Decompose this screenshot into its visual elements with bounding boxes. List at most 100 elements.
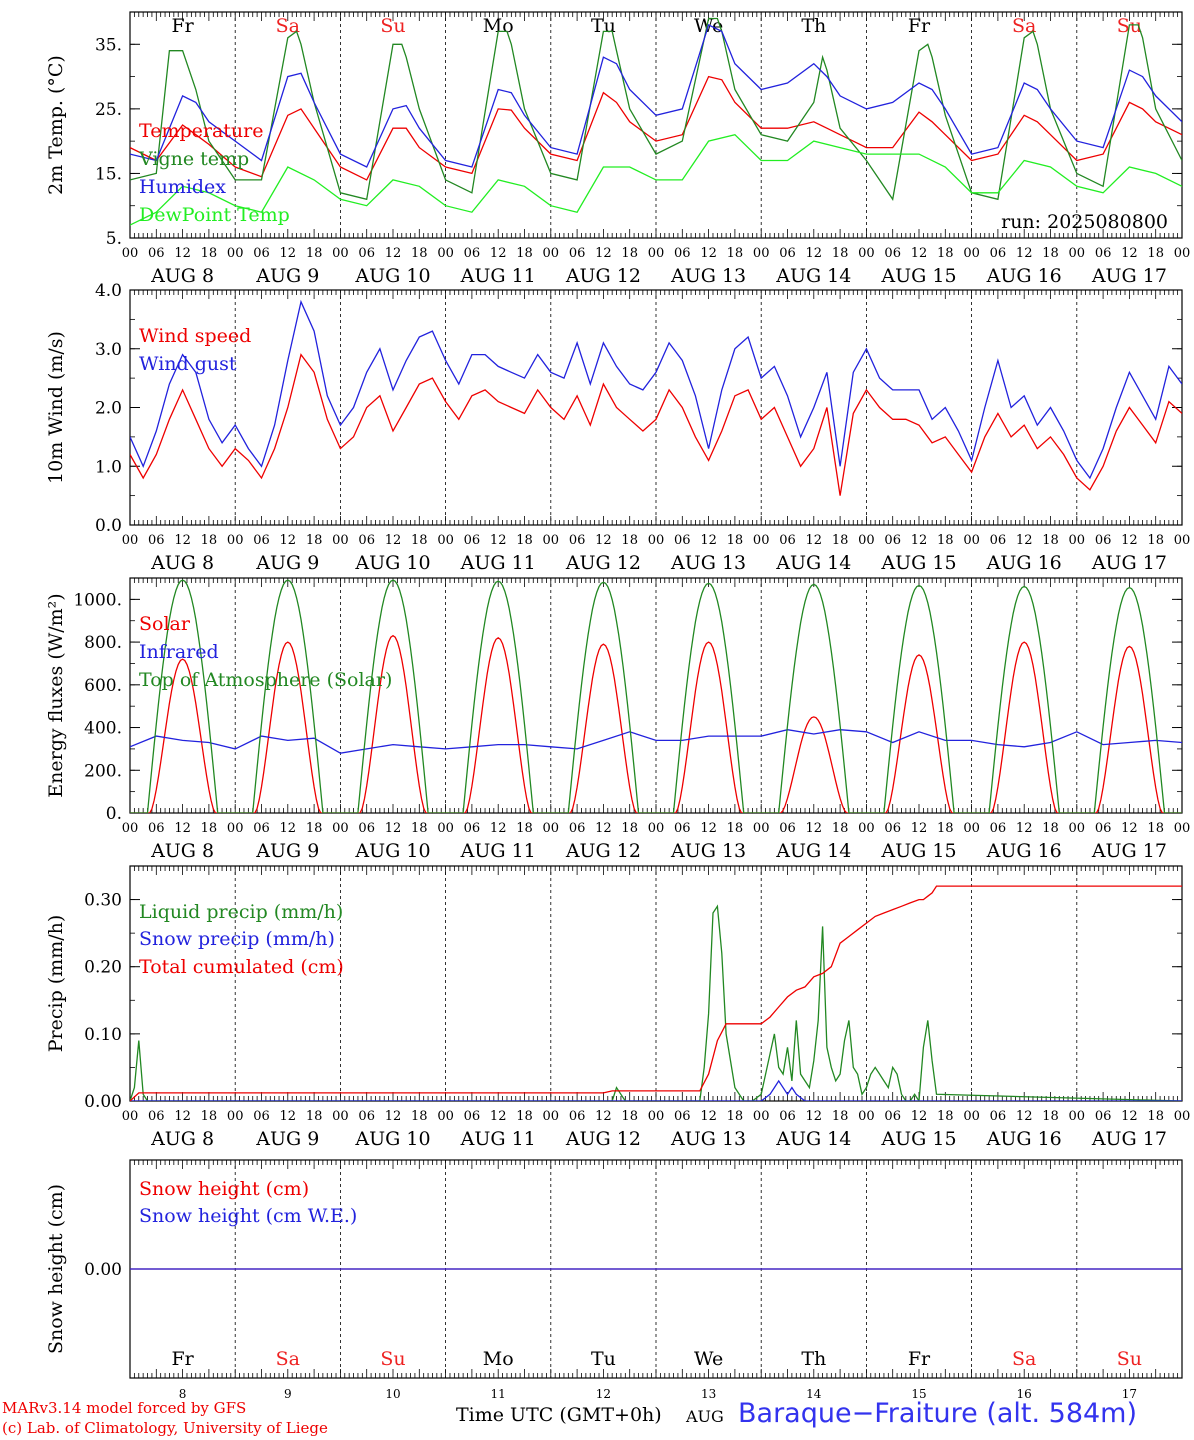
date-label: AUG 8 xyxy=(150,265,214,287)
date-label: 17 xyxy=(1122,1387,1137,1400)
hour-tick-label: 18 xyxy=(516,821,533,836)
hour-tick-label: 00 xyxy=(227,821,244,836)
series-line-temperature xyxy=(130,75,1182,181)
hour-tick-label: 00 xyxy=(648,246,665,261)
hour-tick-label: 18 xyxy=(1042,246,1059,261)
hour-tick-label: 18 xyxy=(937,533,954,548)
y-tick-label: 800. xyxy=(84,633,122,653)
hour-tick-label: 18 xyxy=(516,1109,533,1124)
date-label: AUG 12 xyxy=(565,1128,641,1150)
hour-tick-label: 12 xyxy=(806,1109,823,1124)
hour-tick-label: 00 xyxy=(122,246,139,261)
hour-tick-label: 18 xyxy=(1147,246,1164,261)
series-group xyxy=(130,299,1182,496)
series-group xyxy=(130,17,1182,226)
hour-tick-label: 06 xyxy=(148,821,165,836)
hour-tick-label: 00 xyxy=(543,821,560,836)
hour-tick-label: 06 xyxy=(674,246,691,261)
hour-tick-label: 18 xyxy=(306,246,323,261)
hour-tick-label: 12 xyxy=(280,1109,297,1124)
date-label: 8 xyxy=(179,1387,187,1400)
hour-tick-label: 12 xyxy=(1016,246,1033,261)
hour-tick-label: 18 xyxy=(937,821,954,836)
y-tick-label: 0.0 xyxy=(95,516,122,536)
hour-tick-label: 00 xyxy=(543,533,560,548)
y-tick-label: 1.0 xyxy=(95,457,122,477)
hour-tick-label: 06 xyxy=(990,1109,1007,1124)
weekday-label: Fr xyxy=(171,15,194,37)
date-label: 15 xyxy=(911,1387,926,1400)
hour-tick-label: 00 xyxy=(858,533,875,548)
hour-tick-label: 18 xyxy=(201,821,218,836)
hour-tick-label: 00 xyxy=(858,821,875,836)
weekday-label: Su xyxy=(380,15,405,37)
hour-tick-label: 12 xyxy=(174,1109,191,1124)
date-label: AUG 17 xyxy=(1091,1128,1167,1150)
hour-tick-label: 00 xyxy=(543,246,560,261)
hour-tick-label: 06 xyxy=(569,246,586,261)
series-line-vigne-temp xyxy=(130,17,1182,201)
date-label: AUG 11 xyxy=(460,552,536,574)
date-label: AUG 9 xyxy=(255,1128,319,1150)
hour-tick-label: 06 xyxy=(1095,821,1112,836)
hour-tick-label: 18 xyxy=(727,1109,744,1124)
date-label: AUG 12 xyxy=(565,840,641,862)
hour-tick-label: 06 xyxy=(884,1109,901,1124)
hour-tick-label: 06 xyxy=(148,533,165,548)
panel-3: 0. 200. 400. 600. 800. 1000. Energy fluxes (W/… xyxy=(45,577,1190,862)
hour-tick-label: 12 xyxy=(806,246,823,261)
hour-tick-label: 06 xyxy=(358,821,375,836)
hour-tick-label: 00 xyxy=(963,246,980,261)
y-tick-label: 0.00 xyxy=(84,1260,122,1280)
date-label: AUG 10 xyxy=(354,840,430,862)
hour-tick-label: 00 xyxy=(332,533,349,548)
weekday-label: Th xyxy=(801,15,826,37)
hour-tick-label: 06 xyxy=(253,533,270,548)
hour-tick-label: 12 xyxy=(1016,1109,1033,1124)
hour-tick-label: 00 xyxy=(963,821,980,836)
date-label: AUG 13 xyxy=(670,1128,746,1150)
hour-tick-label: 00 xyxy=(1174,533,1191,548)
hour-tick-label: 00 xyxy=(753,533,770,548)
hour-tick-label: 12 xyxy=(700,821,717,836)
hour-tick-label: 00 xyxy=(122,533,139,548)
hour-tick-label: 12 xyxy=(280,533,297,548)
hour-tick-label: 00 xyxy=(122,821,139,836)
hour-tick-label: 06 xyxy=(779,821,796,836)
hour-tick-label: 12 xyxy=(174,246,191,261)
legend-entry: Total cumulated (cm) xyxy=(139,956,344,978)
hour-tick-label: 12 xyxy=(385,1109,402,1124)
date-label: AUG 9 xyxy=(255,840,319,862)
hour-tick-label: 06 xyxy=(1095,246,1112,261)
hour-tick-label: 06 xyxy=(358,533,375,548)
date-label: 14 xyxy=(806,1387,822,1400)
meteogram-chart: 5. 15. 25. 35. 2m Temp. (°C) 00 06 12 18 00 06 12 18… xyxy=(45,11,1191,1400)
hour-tick-label: 12 xyxy=(700,533,717,548)
station-title: Baraque−Fraiture (alt. 584m) xyxy=(738,1398,1138,1429)
series-line-humidex xyxy=(130,23,1182,168)
hour-tick-label: 00 xyxy=(753,1109,770,1124)
date-label: AUG 14 xyxy=(775,840,851,862)
hour-tick-label: 18 xyxy=(306,1109,323,1124)
date-label: AUG 15 xyxy=(880,552,956,574)
y-axis-title: Energy fluxes (W/m²) xyxy=(45,593,67,797)
legend-entry: Liquid precip (mm/h) xyxy=(139,901,343,923)
date-label: AUG 9 xyxy=(255,552,319,574)
hour-tick-label: 06 xyxy=(884,533,901,548)
series-line-dewpoint-temp xyxy=(130,133,1182,226)
legend-entry: Temperature xyxy=(139,120,263,142)
date-label: 10 xyxy=(385,1387,400,1400)
hour-tick-label: 00 xyxy=(753,246,770,261)
y-tick-label: 3.0 xyxy=(95,340,122,360)
y-tick-label: 0. xyxy=(106,804,122,824)
series-group xyxy=(130,579,1182,813)
date-label: AUG 11 xyxy=(460,840,536,862)
legend-entry: Infrared xyxy=(139,641,219,663)
date-label: 9 xyxy=(284,1387,292,1400)
hour-tick-label: 12 xyxy=(700,246,717,261)
y-tick-label: 15. xyxy=(95,164,122,184)
y-tick-label: 0.20 xyxy=(84,958,122,978)
hour-tick-label: 00 xyxy=(648,1109,665,1124)
series-line-solar xyxy=(130,634,1182,813)
hour-tick-label: 00 xyxy=(437,246,454,261)
